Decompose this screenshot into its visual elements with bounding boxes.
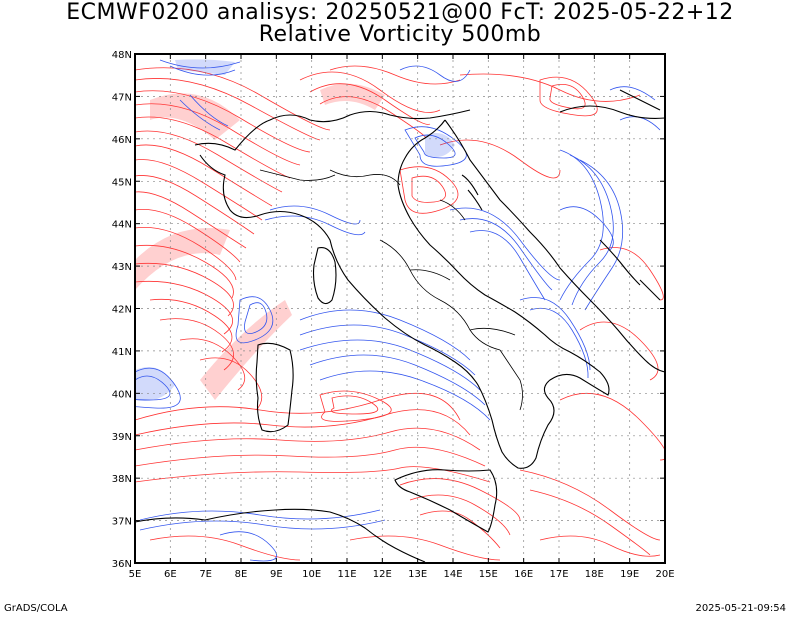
lat-label: 40N: [112, 389, 132, 400]
title-line-2: Relative Vorticity 500mb: [258, 22, 542, 47]
lon-label: 7E: [199, 569, 212, 580]
negative-contours: [135, 59, 661, 562]
lat-label: 39N: [112, 432, 132, 443]
lon-label: 9E: [270, 569, 283, 580]
lat-label: 44N: [112, 220, 132, 231]
coastlines: [135, 89, 665, 563]
lat-label: 48N: [112, 50, 132, 61]
positive-contours: [135, 65, 665, 561]
lon-label: 5E: [129, 569, 142, 580]
footer-software-label: GrADS/COLA: [4, 603, 68, 614]
lon-label: 12E: [373, 569, 392, 580]
lon-label: 18E: [585, 569, 604, 580]
longitude-labels: 5E 6E 7E 8E 9E 10E 11E 12E 13E 14E 15E 16E 17E 18E 19E…: [129, 569, 675, 580]
latitude-labels: 48N 47N 46N 45N 44N 43N 42N 41N 40N 39N 38N 37N 36N: [112, 50, 132, 570]
lon-label: 6E: [164, 569, 177, 580]
axis-ticks: [134, 53, 666, 564]
lon-label: 13E: [408, 569, 427, 580]
lat-label: 42N: [112, 305, 132, 316]
lon-label: 8E: [235, 569, 248, 580]
lon-label: 14E: [443, 569, 462, 580]
lat-label: 43N: [112, 262, 132, 273]
lon-label: 11E: [337, 569, 356, 580]
lon-label: 10E: [302, 569, 321, 580]
lat-label: 38N: [112, 474, 132, 485]
lon-label: 20E: [655, 569, 674, 580]
lon-label: 15E: [479, 569, 498, 580]
lon-label: 17E: [549, 569, 568, 580]
footer-timestamp: 2025-05-21-09:54: [695, 603, 786, 614]
title-block: ECMWF0200 analisys: 20250521@00 FcT: 202…: [0, 2, 800, 46]
contour-field: [135, 54, 665, 563]
lat-label: 47N: [112, 92, 132, 103]
negative-core: [135, 59, 455, 401]
positive-core: [135, 83, 385, 400]
title-line-1: ECMWF0200 analisys: 20250521@00 FcT: 202…: [66, 0, 734, 25]
lat-label: 41N: [112, 347, 132, 358]
lon-label: 19E: [620, 569, 639, 580]
lat-label: 46N: [112, 135, 132, 146]
lat-label: 37N: [112, 517, 132, 528]
lon-label: 16E: [514, 569, 533, 580]
lat-label: 36N: [112, 559, 132, 570]
lat-label: 45N: [112, 177, 132, 188]
